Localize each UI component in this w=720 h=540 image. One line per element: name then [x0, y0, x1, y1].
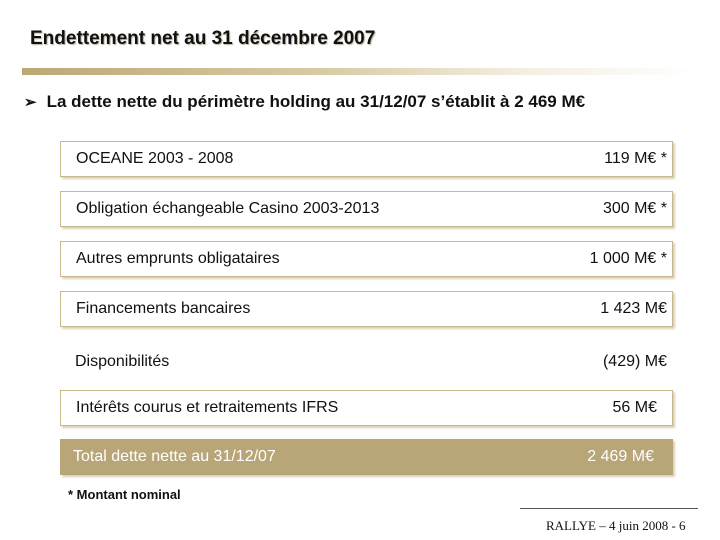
- total-label: Total dette nette au 31/12/07: [73, 448, 276, 465]
- row-label: Disponibilités: [75, 353, 170, 370]
- row-label: Financements bancaires: [76, 300, 251, 317]
- debt-row-bank-financing: Financements bancaires 1 423 M€: [60, 291, 673, 327]
- row-value: 1 423 M€: [600, 300, 667, 317]
- footer-divider: [520, 508, 698, 509]
- row-value: (429) M€: [602, 353, 667, 370]
- footnote: * Montant nominal: [68, 487, 181, 502]
- total-net-debt-row: Total dette nette au 31/12/07 2 469 M€: [60, 439, 673, 475]
- debt-row-oceane: OCEANE 2003 - 2008 119 M€ *: [60, 141, 673, 177]
- row-value: 1 000 M€ *: [589, 250, 667, 267]
- debt-row-accrued-interest: Intérêts courus et retraitements IFRS 56…: [60, 390, 673, 426]
- bullet-text: La dette nette du périmètre holding au 3…: [46, 92, 586, 111]
- total-value: 2 469 M€: [587, 448, 654, 465]
- debt-row-other-bonds: Autres emprunts obligataires 1 000 M€ *: [60, 241, 673, 277]
- row-label: OCEANE 2003 - 2008: [76, 150, 234, 167]
- row-value: 119 M€ *: [604, 150, 667, 167]
- row-value: 300 M€ *: [602, 200, 667, 217]
- footer-text: RALLYE – 4 juin 2008 - 6: [546, 518, 686, 533]
- row-label: Intérêts courus et retraitements IFRS: [76, 399, 339, 416]
- debt-row-cash: Disponibilités (429) M€: [60, 345, 671, 379]
- row-label: Autres emprunts obligataires: [76, 250, 280, 267]
- row-label: Obligation échangeable Casino 2003-2013: [76, 200, 380, 217]
- slide-title: Endettement net au 31 décembre 2007: [30, 28, 376, 49]
- debt-row-casino-bond: Obligation échangeable Casino 2003-2013 …: [60, 191, 673, 227]
- bullet-line: ➢ La dette nette du périmètre holding au…: [24, 92, 585, 112]
- row-value: 56 M€: [612, 399, 657, 416]
- title-underline: [22, 68, 698, 75]
- arrow-bullet-icon: ➢: [24, 94, 37, 111]
